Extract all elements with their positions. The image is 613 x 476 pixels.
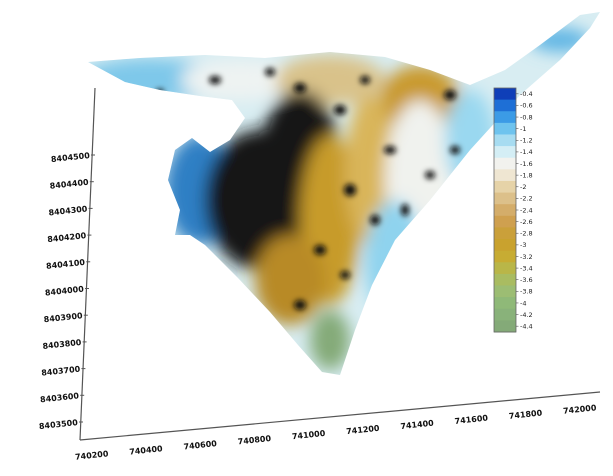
colorbar-swatch [494, 146, 516, 159]
colorbar-swatch [494, 192, 516, 205]
colorbar-swatch [494, 122, 516, 135]
y-tick-label: 8404400 [49, 178, 89, 191]
colorbar-label: -0.8 [520, 113, 533, 121]
colorbar-label: -4.2 [520, 311, 533, 319]
colorbar-swatch [494, 285, 516, 298]
x-tick-label: 741400 [400, 419, 435, 431]
bottom-axis-line [79, 391, 601, 441]
colorbar-swatch [494, 180, 516, 194]
colorbar-label: -3.6 [520, 276, 533, 284]
colorbar-label: -2.8 [520, 230, 533, 238]
x-tick-label: 740800 [237, 434, 272, 446]
colorbar-swatch [494, 99, 516, 112]
colorbar-label: -1 [520, 125, 526, 133]
y-tick-label: 8404000 [45, 284, 85, 297]
colorbar-label: -3.8 [520, 288, 533, 296]
colorbar-label: -3.2 [520, 253, 533, 261]
y-tick-label: 8403700 [41, 365, 81, 378]
x-tick-label: 741800 [508, 408, 543, 420]
colorbar-swatch [494, 239, 516, 252]
colorbar-label: -1.6 [520, 160, 533, 168]
y-tick-label: 8403900 [43, 311, 83, 324]
x-tick-label: 740400 [129, 444, 164, 456]
colorbar-label: -0.6 [520, 102, 533, 110]
y-tick-label: 8404300 [48, 204, 88, 217]
colorbar-label: -0.4 [520, 90, 533, 98]
colorbar-swatch [494, 227, 516, 240]
colorbar: -0.4 -0.6 -0.8 -1 -1.2 -1.4 -1.6 -1.8 -2 -2.2 -2.4… [493, 87, 533, 333]
y-tick-label: 8404100 [46, 258, 86, 271]
colorbar-label: -4 [520, 299, 526, 307]
colorbar-label: -4.4 [520, 322, 533, 330]
colorbar-swatch [494, 111, 516, 124]
colorbar-label: -2.4 [520, 206, 533, 214]
colorbar-swatch [494, 88, 516, 101]
colorbar-swatch [494, 204, 516, 217]
y-tick-labels: 8404500 8404400 8404300 8404200 8404100 84040… [39, 151, 95, 431]
colorbar-label: -1.2 [520, 137, 533, 145]
colorbar-label: -3.4 [520, 264, 533, 272]
colorbar-swatch [494, 273, 516, 287]
colorbar-swatch [494, 134, 516, 147]
colorbar-label: -3 [520, 241, 526, 249]
colorbar-label: -2.6 [520, 218, 533, 226]
colorbar-label: -1.8 [520, 171, 533, 179]
colorbar-label: -1.4 [520, 148, 533, 156]
colorbar-swatch [494, 215, 516, 228]
y-tick-label: 8403800 [42, 338, 82, 351]
x-tick-labels: 740200 740400 740600 740800 741000 741200 7414… [75, 403, 598, 461]
x-tick-label: 741600 [454, 413, 489, 425]
y-tick-label: 8404500 [51, 151, 91, 164]
x-tick-label: 740600 [183, 439, 218, 451]
colorbar-swatch [494, 297, 516, 310]
x-tick-label: 742000 [563, 403, 598, 415]
colorbar-label: -2.2 [520, 195, 533, 203]
colorbar-swatch [494, 250, 516, 263]
colorbar-swatch [494, 320, 516, 333]
x-tick-label: 741200 [346, 424, 381, 436]
y-tick-label: 8403600 [40, 391, 80, 404]
colorbar-swatch [494, 157, 516, 170]
x-tick-label: 741000 [292, 429, 327, 441]
x-tick-label: 740200 [75, 449, 110, 461]
colorbar-label: -2 [520, 183, 526, 191]
y-tick-label: 8404200 [47, 231, 87, 244]
colorbar-swatch [494, 308, 516, 321]
y-tick-label: 8403500 [39, 418, 79, 431]
colorbar-swatch [494, 262, 516, 275]
vertical-axis-line [79, 87, 96, 441]
colorbar-swatch [494, 169, 516, 182]
